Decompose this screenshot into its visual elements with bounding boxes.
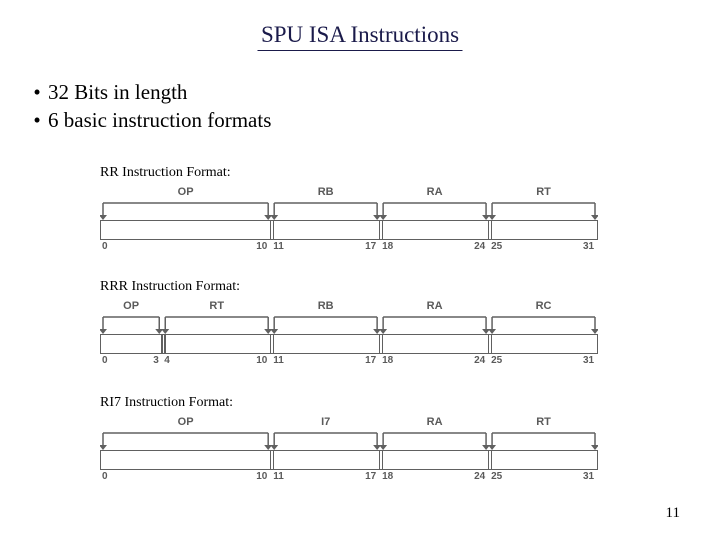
bit-number: 31: [583, 471, 594, 482]
bit-separator: [379, 450, 381, 470]
field-labels-row: OP RT RB RA RC: [100, 300, 598, 314]
format-caption: RRR Instruction Format:: [100, 279, 240, 295]
bit-number: 4: [164, 355, 170, 366]
bit-number: 11: [273, 471, 284, 482]
bit-numbers-row: 0 10 11 17 18 24 25 31: [100, 240, 598, 254]
slide: SPU ISA Instructions •32 Bits in length …: [0, 0, 720, 540]
bit-number: 25: [491, 241, 502, 252]
format-diagram-ri7: OP I7 RA RT 0 10 11 17 18 24 25 31: [100, 416, 598, 484]
bit-number: 10: [256, 355, 267, 366]
bit-separator: [270, 220, 272, 240]
bit-number: 18: [382, 471, 393, 482]
format-diagram-rrr: OP RT RB RA RC 0 34 10 11 17 18 24 25 31: [100, 300, 598, 368]
bit-numbers-row: 0 34 10 11 17 18 24 25 31: [100, 354, 598, 368]
bullet-item: •6 basic instruction formats: [26, 106, 271, 134]
bit-number: 17: [365, 355, 376, 366]
bit-number: 31: [583, 355, 594, 366]
field-labels-row: OP RB RA RT: [100, 186, 598, 200]
format-caption: RI7 Instruction Format:: [100, 395, 233, 411]
bit-numbers-row: 0 10 11 17 18 24 25 31: [100, 470, 598, 484]
page-title: SPU ISA Instructions: [0, 22, 720, 48]
field-label: RA: [427, 416, 443, 428]
field-label: RT: [536, 416, 551, 428]
field-label: OP: [123, 300, 139, 312]
bit-number: 11: [273, 241, 284, 252]
bit-bar: [100, 450, 598, 470]
format-diagram-rr: OP RB RA RT 0 10 11 17 18 24 25 31: [100, 186, 598, 254]
field-label: I7: [321, 416, 330, 428]
bit-number: 25: [491, 471, 502, 482]
bit-separator: [379, 220, 381, 240]
arrow-row: [100, 200, 598, 220]
bullet-item: •32 Bits in length: [26, 78, 271, 106]
bit-separator: [382, 220, 384, 240]
bit-separator: [270, 334, 272, 354]
bit-number: 24: [474, 355, 485, 366]
bit-separator: [273, 334, 275, 354]
bit-number: 10: [256, 471, 267, 482]
bullet-text: 32 Bits in length: [48, 80, 187, 104]
bit-separator: [379, 334, 381, 354]
bit-number: 0: [102, 355, 108, 366]
bit-number: 24: [474, 241, 485, 252]
field-label: RB: [318, 300, 334, 312]
bit-number: 25: [491, 355, 502, 366]
bit-number: 0: [102, 471, 108, 482]
field-label: RT: [536, 186, 551, 198]
bit-separator: [491, 334, 493, 354]
bit-separator: [491, 220, 493, 240]
bit-number: 11: [273, 355, 284, 366]
field-label: RT: [209, 300, 224, 312]
arrow-row: [100, 430, 598, 450]
bit-number: 10: [256, 241, 267, 252]
title-underline: [258, 50, 463, 51]
page-number: 11: [666, 505, 680, 522]
field-label: RB: [318, 186, 334, 198]
bit-separator: [382, 450, 384, 470]
arrow-row: [100, 314, 598, 334]
bit-separator: [273, 220, 275, 240]
bit-number: 0: [102, 241, 108, 252]
bit-bar: [100, 334, 598, 354]
bit-number: 17: [365, 241, 376, 252]
bit-separator: [270, 450, 272, 470]
field-label: OP: [178, 416, 194, 428]
bullet-text: 6 basic instruction formats: [48, 108, 271, 132]
field-label: RA: [427, 300, 443, 312]
format-caption: RR Instruction Format:: [100, 165, 231, 181]
bit-separator: [488, 334, 490, 354]
bit-number: 18: [382, 241, 393, 252]
field-label: RC: [536, 300, 552, 312]
bit-number: 3: [153, 355, 159, 366]
bit-number: 24: [474, 471, 485, 482]
bit-bar: [100, 220, 598, 240]
bit-separator: [382, 334, 384, 354]
bit-separator: [164, 334, 166, 354]
bit-separator: [488, 220, 490, 240]
bit-separator: [161, 334, 163, 354]
bit-number: 31: [583, 241, 594, 252]
bit-separator: [488, 450, 490, 470]
field-labels-row: OP I7 RA RT: [100, 416, 598, 430]
bit-number: 18: [382, 355, 393, 366]
bullet-list: •32 Bits in length •6 basic instruction …: [26, 78, 271, 135]
bit-separator: [273, 450, 275, 470]
bit-separator: [491, 450, 493, 470]
field-label: RA: [427, 186, 443, 198]
bit-number: 17: [365, 471, 376, 482]
field-label: OP: [178, 186, 194, 198]
